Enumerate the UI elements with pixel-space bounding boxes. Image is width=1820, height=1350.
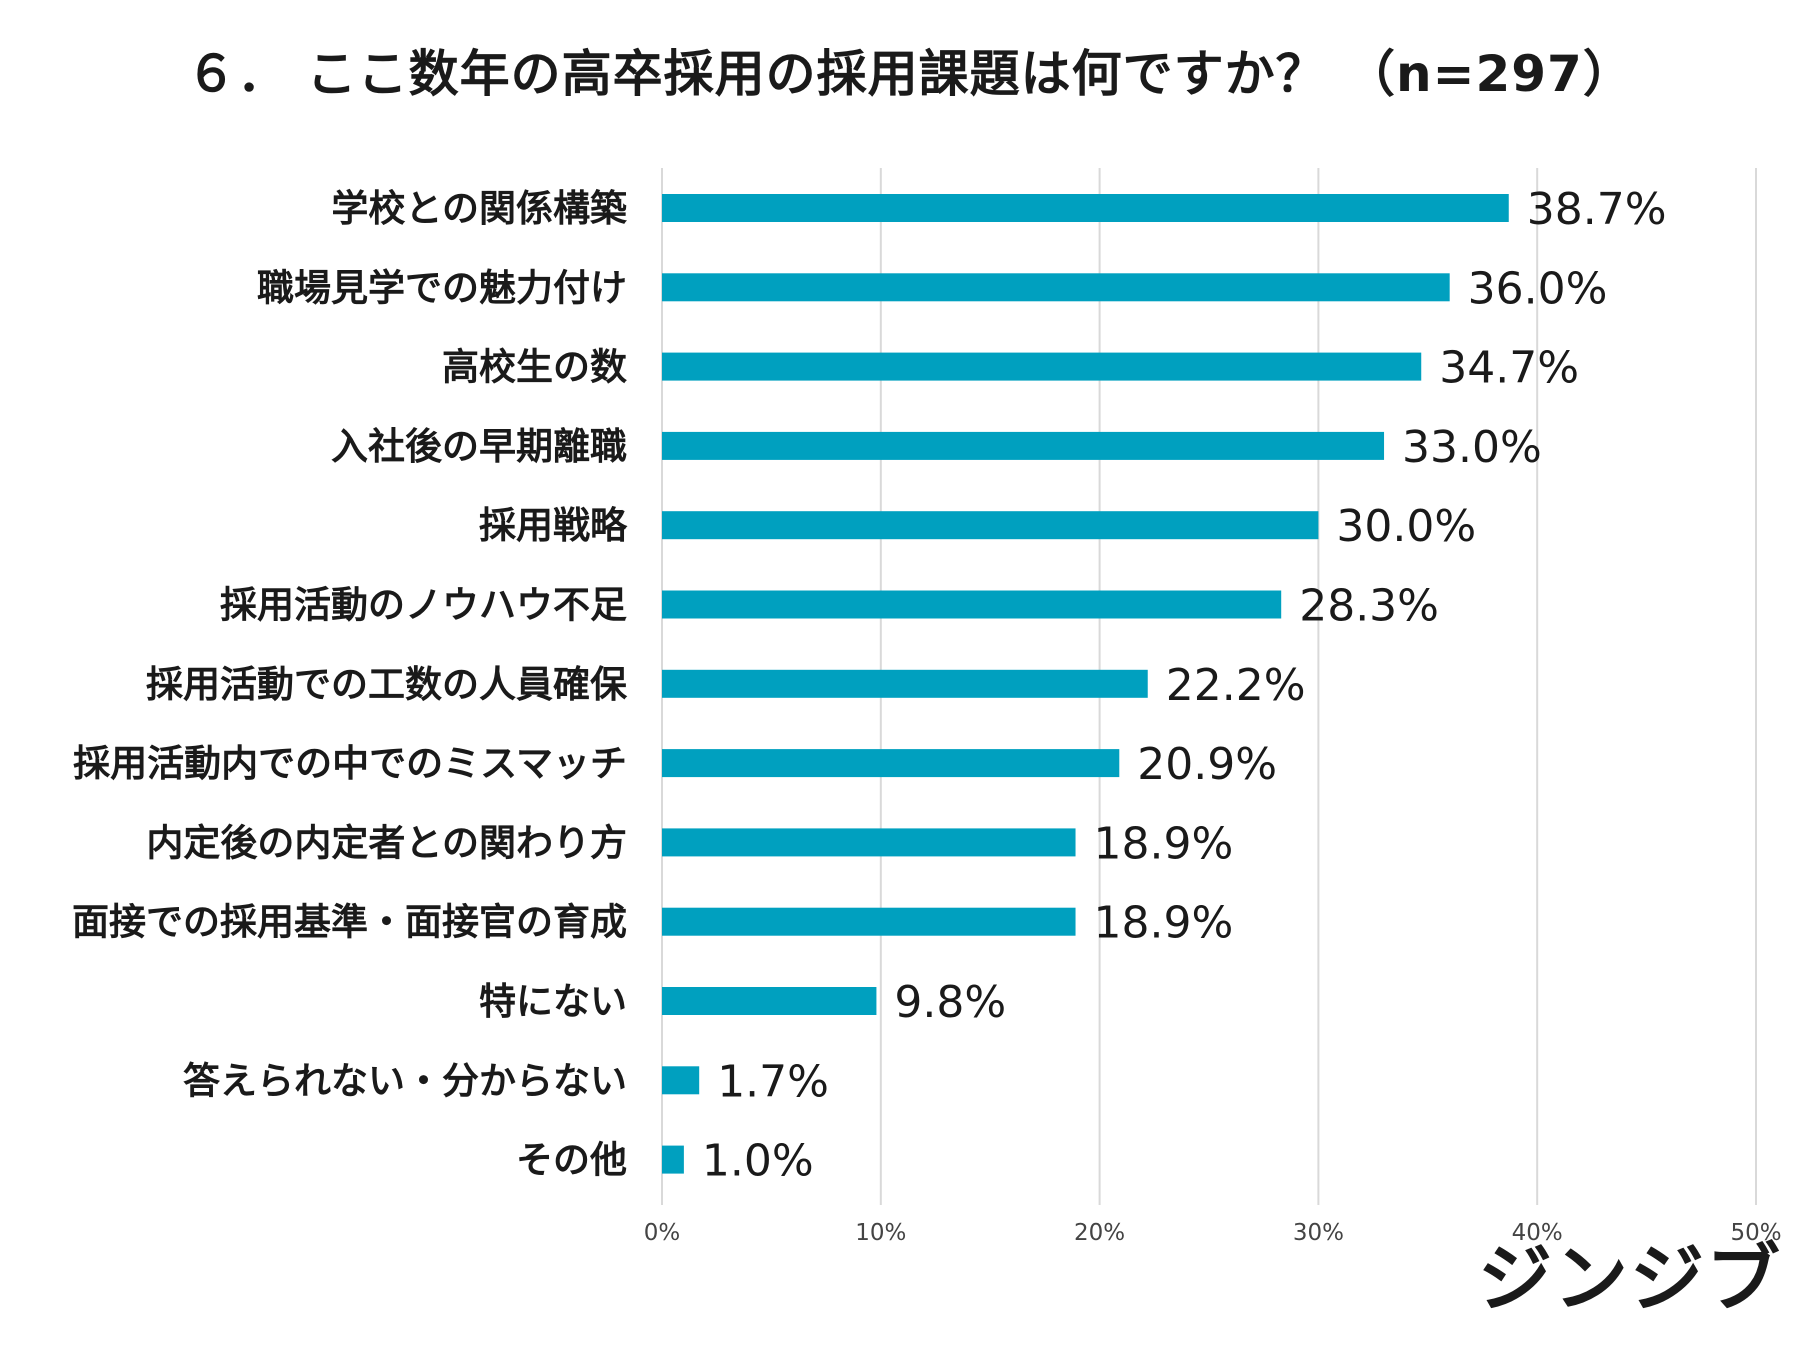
- value-label: 1.7%: [717, 1056, 829, 1107]
- bar: [662, 194, 1509, 222]
- bar: [662, 590, 1282, 619]
- bar: [662, 828, 1076, 857]
- bar: [662, 431, 1385, 460]
- value-label: 18.9%: [1094, 818, 1234, 869]
- value-label: 22.2%: [1166, 660, 1306, 711]
- jinjib-logo: ジンジブ: [1478, 1236, 1782, 1322]
- category-label: 高校生の数: [442, 346, 627, 389]
- category-label: 採用戦略: [479, 504, 628, 547]
- category-label: 内定後の内定者との関わり方: [146, 821, 627, 864]
- bar: [662, 1066, 700, 1095]
- value-label: 34.7%: [1439, 343, 1579, 394]
- x-tick-label: 40%: [1512, 1220, 1563, 1246]
- bar: [662, 749, 1120, 778]
- category-label: 採用活動内での中でのミスマッチ: [73, 742, 627, 785]
- category-label: 学校との関係構築: [331, 187, 628, 230]
- bar: [662, 669, 1148, 698]
- value-label: 38.7%: [1527, 184, 1667, 235]
- value-label: 36.0%: [1468, 263, 1608, 314]
- x-tick-label: 0%: [644, 1220, 681, 1246]
- x-tick-label: 20%: [1074, 1220, 1125, 1246]
- category-label: その他: [516, 1139, 627, 1182]
- bar: [662, 273, 1450, 302]
- bar: [662, 907, 1076, 936]
- value-label: 9.8%: [894, 977, 1006, 1028]
- category-label: 答えられない・分からない: [183, 1059, 627, 1102]
- bar: [662, 352, 1422, 381]
- bar: [662, 1145, 684, 1174]
- category-label: 職場見学での魅力付け: [257, 266, 627, 309]
- bars: [662, 194, 1509, 1174]
- x-tick-label: 10%: [855, 1220, 906, 1246]
- value-label: 1.0%: [702, 1136, 814, 1187]
- value-label: 33.0%: [1402, 422, 1542, 473]
- x-axis-tick-labels: 0% 10% 20% 30% 40% 50%: [644, 1220, 1782, 1246]
- bar: [662, 987, 877, 1015]
- value-label: 20.9%: [1137, 739, 1277, 790]
- value-label: 18.9%: [1094, 898, 1234, 949]
- x-tick-label: 30%: [1293, 1220, 1344, 1246]
- category-label: 面接での採用基準・面接官の育成: [72, 901, 627, 944]
- category-labels: 学校との関係構築職場見学での魅力付け高校生の数入社後の早期離職採用戦略採用活動の…: [72, 187, 628, 1182]
- value-labels: 38.7% 36.0% 34.7% 33.0% 30.0% 28.3% 22.2% 20.9%…: [702, 184, 1667, 1187]
- value-label: 28.3%: [1299, 581, 1439, 632]
- category-label: 採用活動での工数の人員確保: [146, 663, 628, 706]
- value-label: 30.0%: [1336, 501, 1476, 552]
- category-label: 採用活動のノウハウ不足: [220, 584, 627, 627]
- chart-title: ６． ここ数年の高卒採用の採用課題は何ですか？ （n=297）: [186, 45, 1634, 103]
- category-label: 特にない: [479, 980, 627, 1023]
- x-tick-label: 50%: [1730, 1220, 1781, 1246]
- bar: [662, 511, 1319, 540]
- category-label: 入社後の早期離職: [331, 425, 627, 468]
